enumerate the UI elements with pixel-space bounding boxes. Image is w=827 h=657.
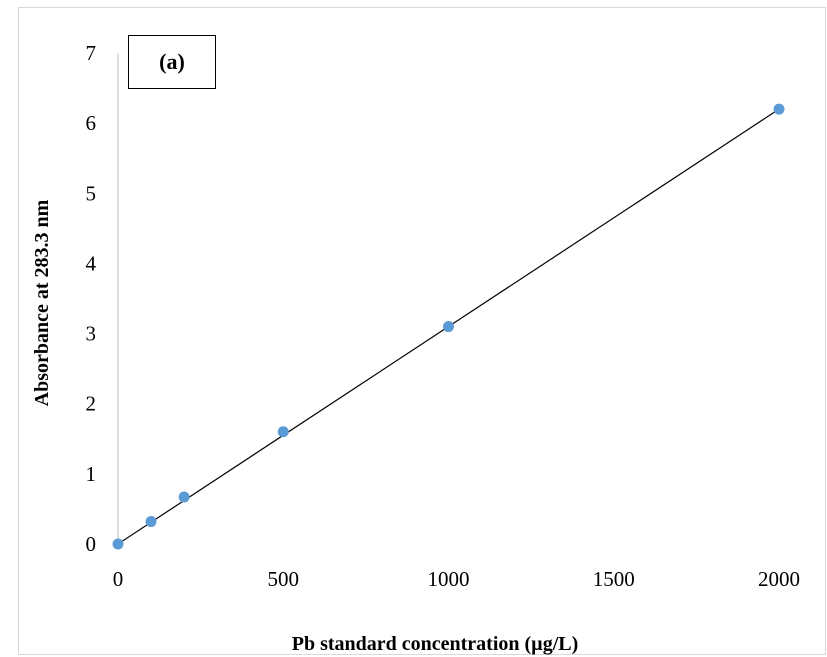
y-tick-label: 3 xyxy=(86,322,97,346)
y-tick-label: 2 xyxy=(86,392,97,416)
data-point xyxy=(773,103,785,115)
x-tick-labels: 0 500 1000 1500 2000 xyxy=(113,567,800,591)
y-tick-labels: 0 1 2 3 4 5 6 7 xyxy=(86,41,97,556)
data-points xyxy=(112,103,785,550)
y-tick-label: 0 xyxy=(86,532,97,556)
y-tick-label: 4 xyxy=(86,251,97,275)
x-tick-label: 1500 xyxy=(593,567,635,591)
y-tick-label: 1 xyxy=(86,462,97,486)
y-axis-title: Absorbance at 283.3 nm xyxy=(31,199,53,406)
panel-label: (a) xyxy=(128,35,216,89)
y-tick-label: 7 xyxy=(86,41,97,65)
x-tick-label: 0 xyxy=(113,567,124,591)
x-tick-label: 2000 xyxy=(758,567,800,591)
x-tick-label: 1000 xyxy=(428,567,470,591)
data-point xyxy=(178,491,190,503)
x-axis-title: Pb standard concentration (µg/L) xyxy=(292,633,579,655)
x-tick-label: 500 xyxy=(268,567,300,591)
y-tick-label: 6 xyxy=(86,111,97,135)
chart-frame xyxy=(18,7,826,655)
y-tick-label: 5 xyxy=(86,181,97,205)
data-point xyxy=(112,538,124,550)
data-point xyxy=(443,321,454,333)
data-point xyxy=(277,426,289,438)
data-point xyxy=(145,516,157,528)
